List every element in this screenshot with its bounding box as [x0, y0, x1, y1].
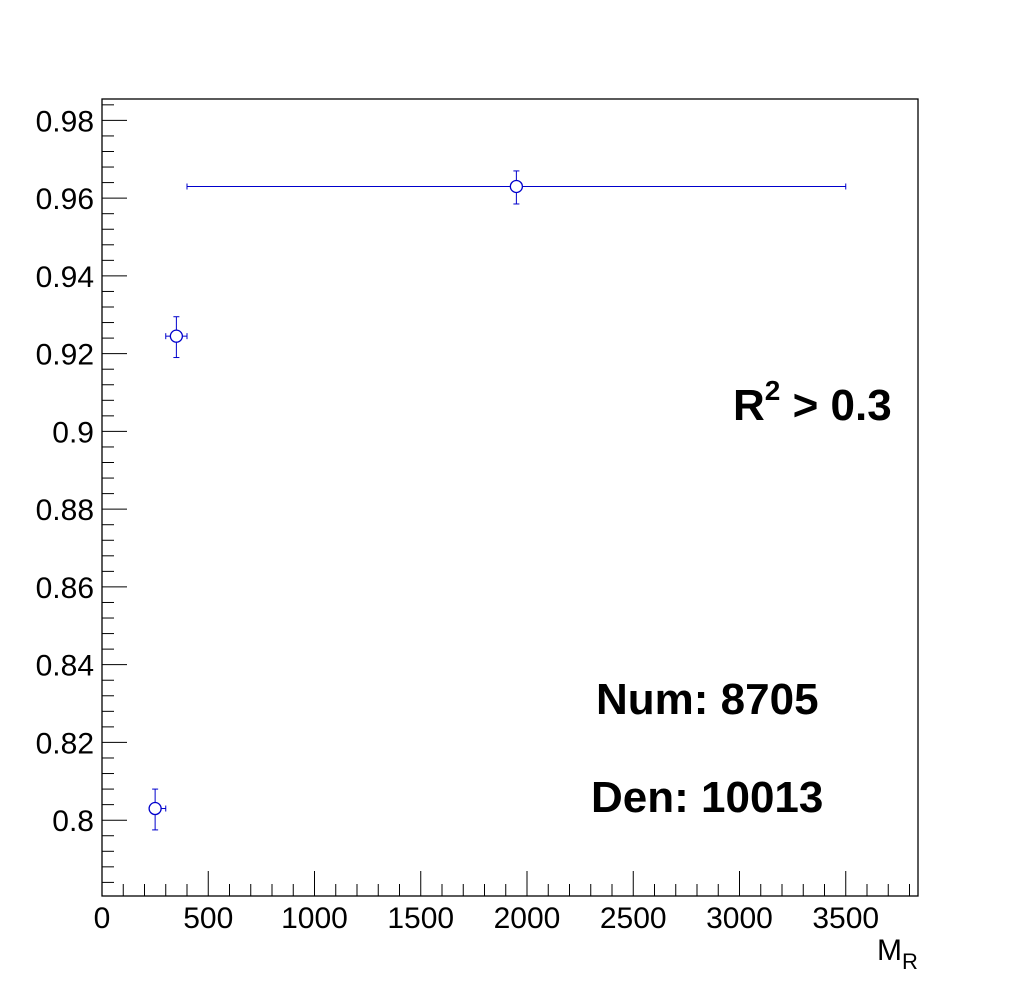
y-axis-tick-labels: 0.8 0.82 0.84 0.86 0.88 0.9 0.92 0.94 0.96 0.98 [36, 105, 94, 838]
plot-frame [101, 98, 919, 897]
x-axis-tick-labels: 0 500 1000 1500 2000 2500 3000 3500 [94, 902, 879, 935]
y-tick-label: 0.84 [36, 650, 94, 683]
point-marker [169, 329, 184, 343]
x-tick-label: 2000 [494, 902, 561, 935]
cut-annotation: R2 > 0.3 [733, 375, 892, 430]
x-tick-label: 0 [94, 902, 111, 935]
y-tick-label: 0.94 [36, 261, 94, 294]
x-tick-label: 500 [183, 902, 233, 935]
num-annotation: Num: 8705 [596, 675, 819, 724]
y-tick-label: 0.92 [36, 339, 94, 372]
x-axis-title-subscript: R [902, 949, 918, 974]
data-point [186, 170, 847, 205]
x-tick-label: 1000 [281, 902, 348, 935]
y-axis-ticks [102, 104, 127, 883]
x-tick-label: 2500 [600, 902, 667, 935]
y-tick-label: 0.88 [36, 494, 94, 527]
y-tick-label: 0.9 [52, 416, 94, 449]
y-tick-label: 0.8 [52, 805, 94, 838]
cut-annotation-superscript: 2 [765, 375, 781, 406]
y-tick-label: 0.82 [36, 727, 94, 760]
point-marker [509, 179, 524, 194]
y-tick-label: 0.86 [36, 572, 94, 605]
x-tick-label: 3500 [812, 902, 879, 935]
x-axis-title: MR [877, 934, 918, 974]
y-tick-label: 0.98 [36, 105, 94, 138]
data-point [148, 788, 167, 831]
den-annotation: Den: 10013 [591, 773, 823, 822]
data-points [148, 170, 847, 831]
y-tick-label: 0.96 [36, 183, 94, 216]
data-point [165, 316, 188, 359]
x-tick-label: 1500 [387, 902, 454, 935]
point-marker [148, 801, 162, 816]
x-tick-label: 3000 [706, 902, 773, 935]
x-axis-ticks [101, 871, 910, 896]
